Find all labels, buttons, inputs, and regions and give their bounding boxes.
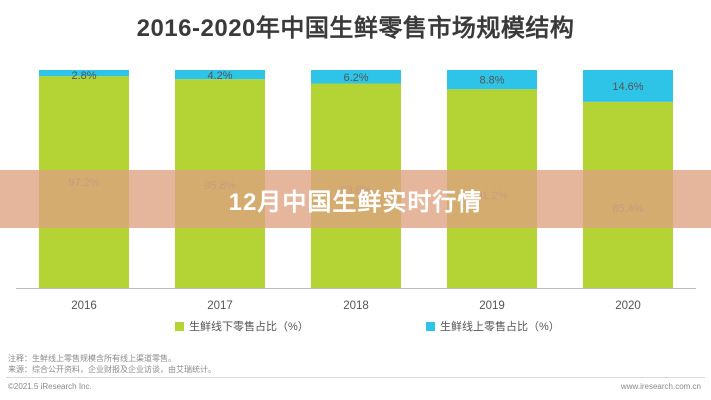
label-online-2017: 4.2%	[207, 70, 232, 82]
x-tick-2017: 2017	[207, 300, 233, 312]
bar-online-2019	[447, 70, 537, 90]
chart-source: 来源：综合公开资料，企业财报及企业访谈，由艾瑞统计。	[8, 365, 216, 374]
bar-online-2017	[175, 70, 265, 80]
chart-note: 注释：生鲜线上零售规模含所有线上渠道零售。	[8, 354, 176, 363]
label-online-2019: 8.8%	[479, 75, 504, 87]
x-tick-2018: 2018	[343, 300, 369, 312]
x-tick-2016: 2016	[71, 300, 97, 312]
footer-divider	[6, 377, 705, 378]
label-online-2018: 6.2%	[343, 72, 368, 84]
x-tick-2019: 2019	[479, 300, 505, 312]
bar-online-2020	[583, 70, 673, 102]
overlay-title: 12月中国生鲜实时行情	[228, 188, 483, 216]
label-online-2020: 14.6%	[612, 81, 643, 93]
x-tick-2020: 2020	[615, 300, 641, 312]
legend-label-online: 生鲜线上零售占比（%）	[440, 321, 560, 333]
bar-online-2018	[311, 70, 401, 84]
website-text: www.iresearch.com.cn	[620, 382, 701, 391]
legend-swatch-offline	[175, 321, 184, 331]
legend-label-offline: 生鲜线下零售占比（%）	[189, 321, 309, 333]
overlay-banner: 12月中国生鲜实时行情	[0, 170, 711, 228]
copyright-text: ©2021.5 iResearch Inc.	[8, 382, 92, 391]
legend-swatch-online	[426, 321, 435, 331]
label-online-2016: 2.8%	[71, 70, 96, 82]
chart-title: 2016-2020年中国生鲜零售市场规模结构	[136, 15, 575, 42]
bar-online-2016	[39, 70, 129, 77]
legend-online: 生鲜线上零售占比（%）	[426, 318, 560, 334]
legend-offline: 生鲜线下零售占比（%）	[175, 318, 309, 334]
